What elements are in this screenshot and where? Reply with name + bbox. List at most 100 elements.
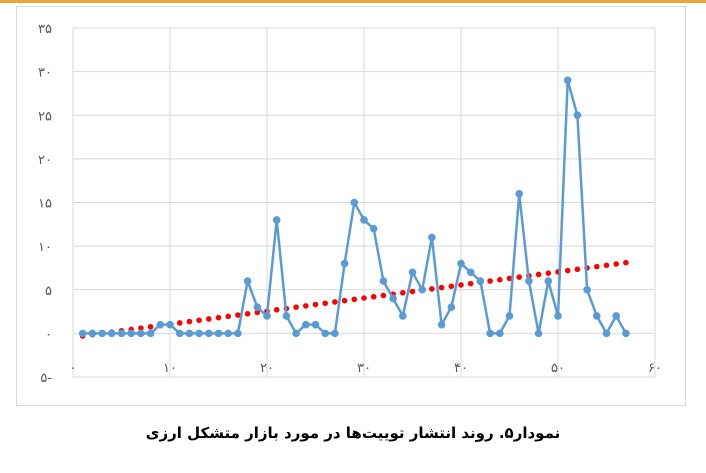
series-line bbox=[82, 79, 627, 335]
trendline-dot bbox=[380, 292, 387, 299]
x-tick-label: ۰ bbox=[70, 361, 77, 376]
data-point bbox=[534, 329, 543, 338]
trendline-dot bbox=[322, 300, 329, 307]
trendline-dot bbox=[613, 261, 619, 267]
chart-grid bbox=[72, 27, 656, 378]
data-point bbox=[389, 294, 397, 303]
data-point bbox=[185, 329, 194, 338]
data-point bbox=[292, 329, 300, 338]
y-tick-label: ۳۰ bbox=[38, 66, 52, 81]
data-point bbox=[563, 76, 572, 85]
trendline-dot bbox=[215, 314, 222, 321]
trendline-dot bbox=[293, 304, 299, 311]
y-tick-label: ۲۵ bbox=[38, 109, 52, 124]
trendline-dot bbox=[225, 313, 231, 320]
data-point bbox=[243, 277, 252, 285]
data-point bbox=[117, 329, 126, 338]
data-point bbox=[108, 329, 116, 338]
data-point bbox=[78, 329, 87, 338]
data-point bbox=[166, 320, 174, 329]
data-point bbox=[466, 268, 475, 277]
trendline-dot bbox=[409, 288, 416, 295]
data-point bbox=[515, 189, 523, 198]
data-point bbox=[127, 329, 135, 338]
chart-frame bbox=[16, 6, 686, 406]
trendline-dot bbox=[458, 282, 464, 288]
data-point bbox=[602, 329, 611, 338]
data-point bbox=[622, 329, 630, 338]
trendline-dot bbox=[244, 310, 251, 317]
data-point bbox=[593, 312, 601, 320]
data-point bbox=[350, 198, 359, 207]
x-tick-label: ۶۰ bbox=[648, 361, 662, 376]
trendline-dot bbox=[235, 312, 241, 318]
trendline-dot bbox=[448, 283, 455, 290]
trendline-dot bbox=[341, 297, 348, 304]
trendline-dot bbox=[361, 295, 367, 301]
data-point bbox=[146, 329, 155, 338]
x-tick-label: ۱۰ bbox=[163, 361, 177, 376]
data-point bbox=[437, 320, 446, 329]
data-point bbox=[98, 329, 106, 338]
data-point bbox=[369, 224, 378, 233]
data-point bbox=[612, 312, 620, 320]
data-point bbox=[525, 277, 533, 285]
trendline-dot bbox=[312, 301, 319, 308]
trendline-dot bbox=[206, 316, 212, 322]
x-tick-label: ۴۰ bbox=[454, 361, 468, 376]
data-point bbox=[340, 259, 349, 268]
trendline-dot bbox=[351, 296, 358, 303]
y-tick-label: ۱۰ bbox=[38, 240, 52, 255]
y-tick-label: ۳۵ bbox=[38, 22, 52, 37]
data-point bbox=[253, 303, 262, 312]
data-point bbox=[408, 268, 417, 277]
trendline-dot bbox=[438, 284, 445, 291]
trendline-dot bbox=[429, 286, 435, 292]
y-tick-label: ۵- bbox=[40, 371, 52, 386]
trendline-dot bbox=[487, 278, 493, 284]
trendline-dot bbox=[147, 324, 154, 330]
data-point bbox=[331, 329, 339, 338]
data-point bbox=[554, 312, 562, 320]
x-axis-ticks: ۰ ۱۰ ۲۰ ۳۰ ۴۰ ۵۰ ۶۰ bbox=[70, 361, 662, 376]
data-point bbox=[224, 329, 232, 338]
data-point bbox=[156, 320, 165, 329]
trendline-dot bbox=[138, 325, 144, 331]
data-point bbox=[205, 329, 213, 338]
trendline-dot bbox=[332, 299, 338, 305]
data-point bbox=[505, 312, 514, 320]
data-point bbox=[321, 329, 330, 338]
trendline-dot bbox=[594, 263, 600, 270]
trendline-dot bbox=[545, 270, 552, 276]
trendline-dot bbox=[603, 262, 610, 269]
trendline-dot bbox=[516, 274, 522, 280]
data-point bbox=[428, 233, 436, 242]
data-point bbox=[457, 259, 465, 268]
data-point bbox=[583, 285, 591, 294]
y-tick-label: ۵ bbox=[45, 284, 52, 299]
data-point bbox=[302, 320, 310, 329]
data-point bbox=[379, 277, 388, 285]
y-axis-ticks: ۵- ۰ ۵ ۱۰ ۱۵ ۲۰ ۲۵ ۳۰ ۳۵ bbox=[38, 22, 52, 386]
trendline-dot bbox=[467, 280, 474, 287]
trendline-dot bbox=[535, 271, 542, 278]
trendline-dot bbox=[497, 276, 503, 283]
trendline-dot bbox=[400, 290, 406, 296]
data-point bbox=[476, 277, 485, 285]
data-point bbox=[282, 312, 291, 320]
data-point bbox=[418, 285, 427, 294]
data-point bbox=[88, 329, 97, 338]
trendline-dot bbox=[196, 317, 202, 324]
figure-caption: نمودار۵. روند انتشار توییت‌ها در مورد با… bbox=[145, 424, 561, 442]
data-point bbox=[496, 329, 504, 338]
data-point bbox=[263, 312, 271, 320]
trendline-dot bbox=[370, 293, 377, 300]
data-point bbox=[544, 277, 553, 285]
trendline-dot bbox=[506, 275, 513, 282]
trendline-dot bbox=[564, 267, 571, 274]
trendline-dot bbox=[254, 309, 261, 316]
data-point bbox=[399, 312, 407, 320]
data-point bbox=[311, 320, 320, 329]
data-point bbox=[486, 329, 494, 338]
